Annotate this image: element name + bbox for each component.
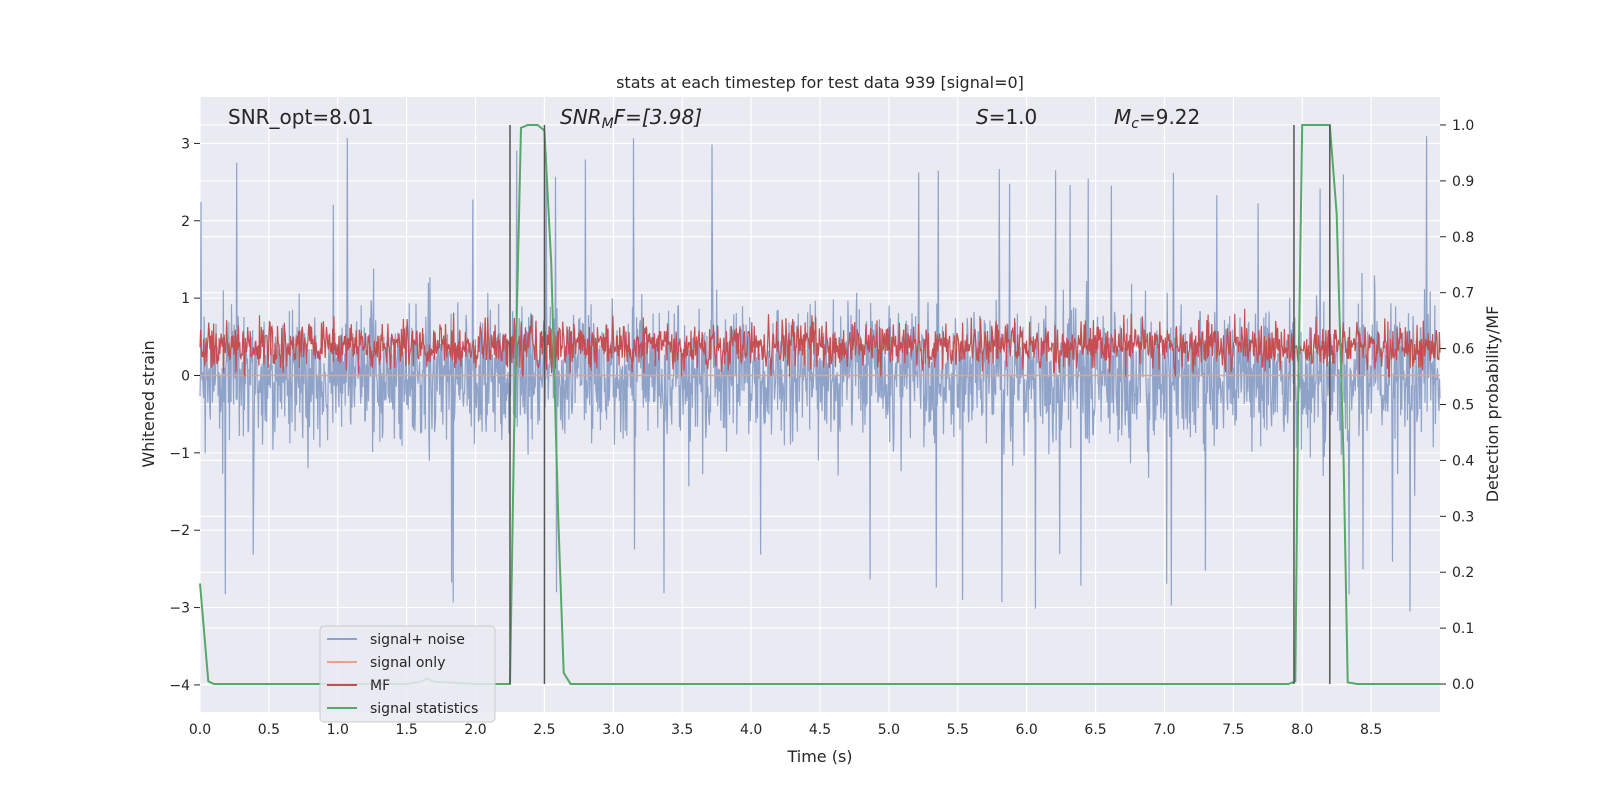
- y-tick-label-left: 0: [181, 368, 190, 384]
- y-axis-right-ticks: 0.0 0.1 0.2 0.3 0.4 0.5 0.6 0.7 0.8 0.9 1.0: [1440, 118, 1474, 693]
- x-tick-label: 7.0: [1153, 722, 1175, 738]
- y-tick-label-right: 0.1: [1452, 621, 1474, 637]
- x-tick-label: 0.5: [258, 722, 280, 738]
- legend-label-mf: MF: [370, 678, 390, 694]
- y-tick-label-left: −1: [169, 446, 190, 462]
- y-tick-label-right: 0.6: [1452, 342, 1474, 358]
- y-tick-label-right: 0.7: [1452, 286, 1474, 302]
- x-tick-label: 7.5: [1222, 722, 1244, 738]
- y-tick-label-right: 0.9: [1452, 174, 1474, 190]
- y-tick-label-left: −4: [169, 678, 190, 694]
- annotation-s: S=1.0: [976, 105, 1037, 129]
- x-tick-label: 6.0: [1016, 722, 1038, 738]
- y-tick-label-left: 2: [181, 214, 190, 230]
- annotation-snr-opt: SNR_opt=8.01: [228, 105, 374, 129]
- x-tick-label: 5.0: [878, 722, 900, 738]
- y-tick-label-left: 3: [181, 136, 190, 152]
- y-tick-label-right: 0.3: [1452, 509, 1474, 525]
- x-tick-label: 1.5: [396, 722, 418, 738]
- x-tick-label: 5.5: [947, 722, 969, 738]
- x-tick-label: 2.0: [464, 722, 486, 738]
- x-tick-label: 4.5: [809, 722, 831, 738]
- legend-label-signal-noise: signal+ noise: [370, 632, 465, 648]
- y-tick-label-left: −3: [169, 601, 190, 617]
- y-tick-label-right: 0.8: [1452, 230, 1474, 246]
- y-tick-label-left: 1: [181, 291, 190, 307]
- legend-label-signal-statistics: signal statistics: [370, 701, 478, 717]
- annotation-mc: Mc=9.22: [1114, 105, 1200, 132]
- legend: signal+ noise signal only MF signal stat…: [319, 625, 496, 723]
- y-tick-label-right: 0.2: [1452, 565, 1474, 581]
- annotation-snr-mf: SNRMF=[3.98]: [560, 105, 702, 132]
- y-tick-label-right: 1.0: [1452, 118, 1474, 134]
- chart-title: stats at each timestep for test data 939…: [616, 73, 1024, 92]
- series-mf: [199, 308, 1441, 378]
- x-tick-label: 0.0: [189, 722, 211, 738]
- x-tick-label: 3.0: [602, 722, 624, 738]
- x-tick-label: 3.5: [671, 722, 693, 738]
- x-tick-label: 2.5: [533, 722, 555, 738]
- y-axis-left-ticks: −4 −3 −2 −1 0 1 2 3: [169, 136, 200, 694]
- legend-label-signal-only: signal only: [370, 655, 445, 671]
- legend-box: [319, 625, 496, 723]
- y-tick-label-left: −2: [169, 523, 190, 539]
- y-tick-label-right: 0.4: [1452, 453, 1474, 469]
- x-tick-label: 8.5: [1360, 722, 1382, 738]
- x-tick-label: 4.0: [740, 722, 762, 738]
- x-tick-label: 1.0: [327, 722, 349, 738]
- series-signal-noise: [199, 136, 1441, 612]
- y-tick-label-right: 0.5: [1452, 398, 1474, 414]
- y-tick-label-right: 0.0: [1452, 677, 1474, 693]
- y-axis-right-label: Detection probability/MF: [1483, 306, 1502, 503]
- x-tick-label: 6.5: [1084, 722, 1106, 738]
- y-axis-left-label: Whitened strain: [139, 340, 158, 467]
- x-axis-label: Time (s): [786, 747, 852, 766]
- vertical-lines: [509, 124, 1331, 685]
- x-axis-ticks: 0.0 0.5 1.0 1.5 2.0 2.5 3.0 3.5 4.0 4.5 5.0 5.5 6.0 6…: [189, 722, 1382, 738]
- x-tick-label: 8.0: [1291, 722, 1313, 738]
